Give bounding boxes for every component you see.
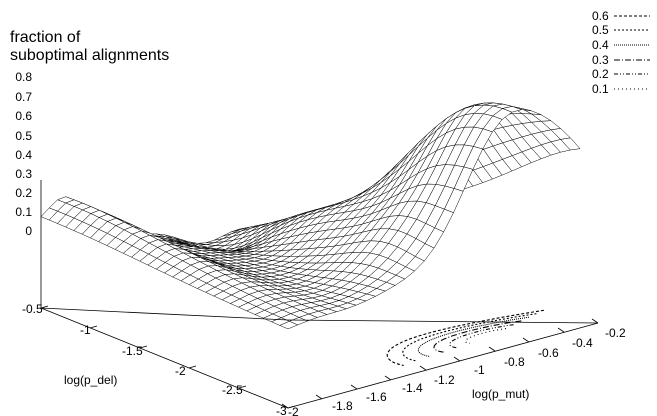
legend-label: 0.3 [592,53,609,67]
x-tick-label: -0.6 [538,346,559,360]
legend-label: 0.2 [592,67,609,81]
z-tick-label: 0.6 [15,109,32,123]
y-tick [188,365,197,369]
z-axis-label-line2: suboptimal alignments [10,47,169,64]
y-tick-label: -1.5 [122,344,143,358]
y-tick-label: -3 [276,404,287,416]
z-tick-label: 0.3 [15,167,32,181]
contour-lines [386,309,544,367]
x-tick [591,318,599,324]
y-axis-label: log(p_del) [64,373,117,387]
z-ticks: 0.8 0.7 0.6 0.5 0.4 0.3 0.2 0.1 0 [15,70,32,238]
y-tick [40,305,49,309]
x-tick [419,365,427,371]
x-tick [488,346,496,352]
legend-label: 0.1 [592,82,609,96]
x-tick [281,403,289,409]
x-tick [522,337,530,343]
legend-label: 0.6 [592,9,609,23]
x-ticks: -2 -1.8 -1.6 -1.4 -1.2 -1 -0.8 -0.6 -0.4… [281,318,626,416]
y-ticks: -0.5 -1 -1.5 -2 -2.5 -3 [22,302,296,416]
z-tick-label: 0.8 [15,70,32,84]
legend: 0.6 0.5 0.4 0.3 0.2 0.1 [592,9,650,96]
back-right-line [287,319,599,324]
y-tick-label: -0.5 [22,302,43,316]
y-tick-label: -2 [175,364,186,378]
contour-line [386,309,544,367]
x-tick-label: -1 [474,363,485,377]
z-tick-label: 0.4 [15,148,32,162]
base-axes [40,180,599,409]
y-tick-label: -2.5 [222,383,243,397]
x-tick-label: -0.4 [572,336,593,350]
contour-line [402,313,537,362]
x-tick-label: -1.8 [332,399,353,413]
y-tick [139,345,148,349]
x-tick-label: -1.6 [366,390,387,404]
contour-line [417,316,529,358]
x-tick [557,327,565,333]
z-tick-label: 0 [25,224,32,238]
x-tick [315,394,323,400]
x-tick [350,384,358,390]
x-axis-line [287,322,599,409]
contour-line [464,328,507,344]
contour-line [449,324,514,349]
x-tick-label: -1.2 [434,373,455,387]
x-tick-label: -2 [288,405,299,416]
surface-facet [279,321,298,330]
x-tick-label: -1.4 [402,381,423,395]
x-tick-label: -0.2 [605,326,626,340]
y-tick [238,385,247,389]
back-left-line [40,307,289,321]
z-tick-label: 0.1 [15,205,32,219]
z-tick-label: 0.2 [15,186,32,200]
y-axis-line [40,307,289,409]
z-tick-label: 0.5 [15,129,32,143]
y-tick [287,405,296,409]
z-tick-label: 0.7 [15,90,32,104]
legend-label: 0.4 [592,38,609,52]
contour-line [433,320,522,353]
surface-mesh [40,102,581,330]
x-tick-label: -0.8 [504,355,525,369]
x-tick [384,375,392,381]
x-tick [453,356,461,362]
z-axis-label-line1: fraction of [10,29,81,46]
legend-label: 0.5 [592,23,609,37]
y-tick-label: -1 [80,323,91,337]
y-tick [89,325,98,329]
x-axis-label: log(p_mut) [472,387,529,401]
